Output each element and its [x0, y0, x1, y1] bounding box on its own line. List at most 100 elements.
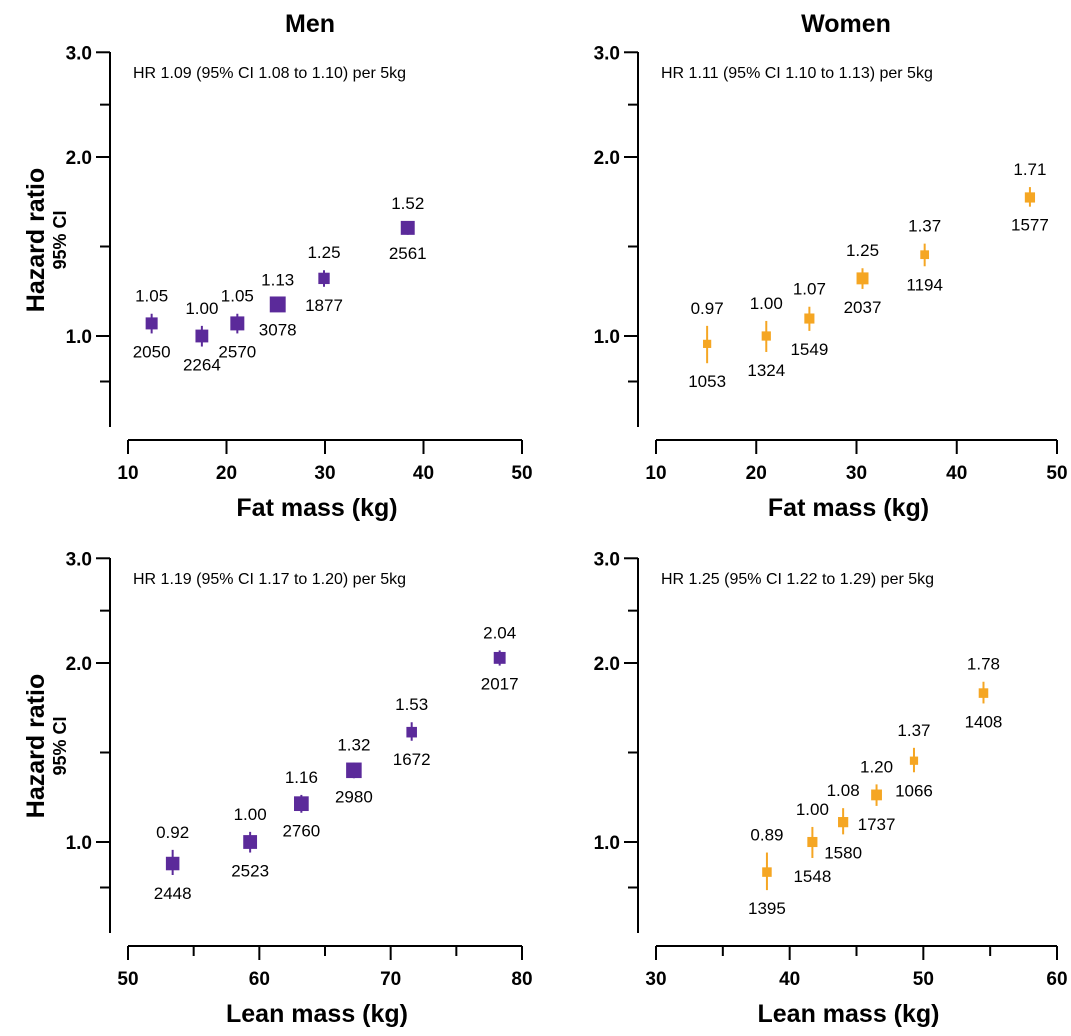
hr-point-marker	[807, 836, 818, 848]
hr-point-marker	[804, 313, 815, 324]
hr-point-marker	[920, 250, 930, 260]
hr-point-marker	[269, 296, 286, 313]
y-tick-label: 1.0	[594, 327, 620, 348]
y-tick-label: 3.0	[66, 43, 92, 64]
hr-value-label: 0.89	[750, 826, 783, 845]
count-label: 1577	[1011, 216, 1049, 235]
hr-point-marker	[294, 796, 309, 812]
hr-point-marker	[243, 835, 258, 849]
hr-value-label: 1.08	[827, 781, 860, 800]
hr-value-label: 1.13	[261, 271, 294, 290]
x-tick-label: 40	[413, 463, 434, 484]
hr-value-label: 1.25	[307, 243, 340, 262]
count-label: 1053	[688, 372, 726, 391]
y-axis-title-bottom: Hazard ratio 95% CI	[22, 674, 70, 818]
hr-annotation: HR 1.25 (95% CI 1.22 to 1.29) per 5kg	[661, 571, 934, 588]
hr-point-marker	[838, 817, 849, 828]
count-label: 2264	[183, 356, 221, 375]
hr-point-marker	[1024, 192, 1036, 203]
y-axis-title-sub: 95% CI	[50, 716, 70, 775]
x-tick-label: 30	[314, 463, 335, 484]
x-axis-title: Lean mass (kg)	[757, 1000, 939, 1028]
y-tick-label: 1.0	[66, 833, 92, 854]
y-axis-title-top: Hazard ratio 95% CI	[22, 168, 70, 312]
count-label: 2523	[231, 862, 269, 881]
hr-point-marker	[761, 331, 771, 341]
hr-point-marker	[145, 317, 158, 330]
y-tick-label: 2.0	[594, 148, 620, 169]
hr-value-label: 1.25	[846, 241, 879, 260]
hr-value-label: 1.71	[1013, 160, 1046, 179]
count-label: 1737	[858, 815, 896, 834]
panel-women-lean-mass: 1.0 2.0 3.0 30 40 50 60 Lean mass (kg) HR 1.25 (…	[594, 549, 1068, 1028]
hr-point-marker	[400, 220, 415, 235]
hr-point-marker	[762, 867, 772, 877]
hr-point-marker	[195, 329, 209, 343]
hr-value-label: 1.37	[897, 721, 930, 740]
hr-value-label: 0.97	[691, 299, 724, 318]
hr-point-marker	[346, 762, 362, 779]
y-axis-title-main: Hazard ratio	[22, 674, 50, 818]
y-tick-label: 2.0	[594, 654, 620, 675]
x-tick-label: 10	[645, 463, 666, 484]
hr-value-label: 1.05	[135, 287, 168, 306]
count-label: 2037	[844, 298, 882, 317]
x-axis-title: Lean mass (kg)	[226, 1000, 408, 1028]
x-tick-label: 40	[946, 463, 967, 484]
y-tick-label: 2.0	[66, 148, 92, 169]
x-tick-label: 50	[1046, 463, 1067, 484]
count-label: 2017	[481, 675, 519, 694]
hr-point-marker	[318, 272, 330, 285]
hr-value-label: 1.32	[337, 736, 370, 755]
panel-men-fat-mass: 1.0 2.0 3.0 10 20 30 40 50 Fat mass (kg) HR 1.09 …	[66, 43, 533, 522]
hr-value-label: 1.37	[908, 217, 941, 236]
hr-value-label: 1.00	[750, 294, 783, 313]
panel-men-lean-mass: 1.0 2.0 3.0 50 60 70 80 Lean mass (kg) HR 1.19 (…	[66, 549, 533, 1028]
x-tick-label: 60	[1046, 969, 1067, 990]
count-label: 1877	[305, 296, 343, 315]
hr-point-marker	[978, 688, 989, 698]
y-tick-label: 1.0	[594, 833, 620, 854]
count-label: 1395	[748, 899, 786, 918]
y-tick-label: 1.0	[66, 327, 92, 348]
column-title-women: Women	[801, 10, 891, 38]
hr-value-label: 1.78	[967, 655, 1000, 674]
hr-point-marker	[703, 339, 712, 348]
count-label: 1549	[790, 340, 828, 359]
x-axis-title: Fat mass (kg)	[768, 494, 929, 522]
x-tick-label: 30	[846, 463, 867, 484]
y-axis-title-main: Hazard ratio	[22, 168, 50, 312]
hr-value-label: 1.00	[796, 800, 829, 819]
hr-point-marker	[871, 789, 882, 801]
count-label: 2050	[133, 342, 171, 361]
count-label: 1408	[965, 712, 1003, 731]
x-tick-label: 50	[117, 969, 138, 990]
hr-value-label: 1.07	[793, 280, 826, 299]
hr-value-label: 1.05	[221, 287, 254, 306]
hr-value-label: 1.20	[860, 757, 893, 776]
hr-annotation: HR 1.11 (95% CI 1.10 to 1.13) per 5kg	[661, 65, 933, 82]
hr-point-marker	[230, 316, 245, 331]
x-tick-label: 50	[511, 463, 532, 484]
y-tick-label: 3.0	[594, 549, 620, 570]
hr-value-label: 1.16	[285, 768, 318, 787]
y-tick-label: 2.0	[66, 654, 92, 675]
count-label: 1066	[895, 781, 933, 800]
count-label: 1672	[393, 750, 431, 769]
panel-women-fat-mass: 1.0 2.0 3.0 10 20 30 40 50 Fat mass (kg) HR 1.11 …	[594, 43, 1068, 522]
hr-value-label: 1.52	[391, 194, 424, 213]
count-label: 1580	[824, 843, 862, 862]
hr-value-label: 1.53	[395, 695, 428, 714]
hr-value-label: 1.00	[185, 299, 218, 318]
x-tick-label: 30	[645, 969, 666, 990]
count-label: 1324	[747, 361, 785, 380]
hr-point-marker	[165, 856, 180, 871]
x-tick-label: 50	[913, 969, 934, 990]
y-tick-label: 3.0	[594, 43, 620, 64]
x-tick-label: 20	[216, 463, 237, 484]
count-label: 3078	[259, 320, 297, 339]
count-label: 2561	[389, 244, 427, 263]
hr-point-marker	[493, 651, 506, 664]
hr-value-label: 1.00	[234, 805, 267, 824]
x-tick-label: 10	[117, 463, 138, 484]
